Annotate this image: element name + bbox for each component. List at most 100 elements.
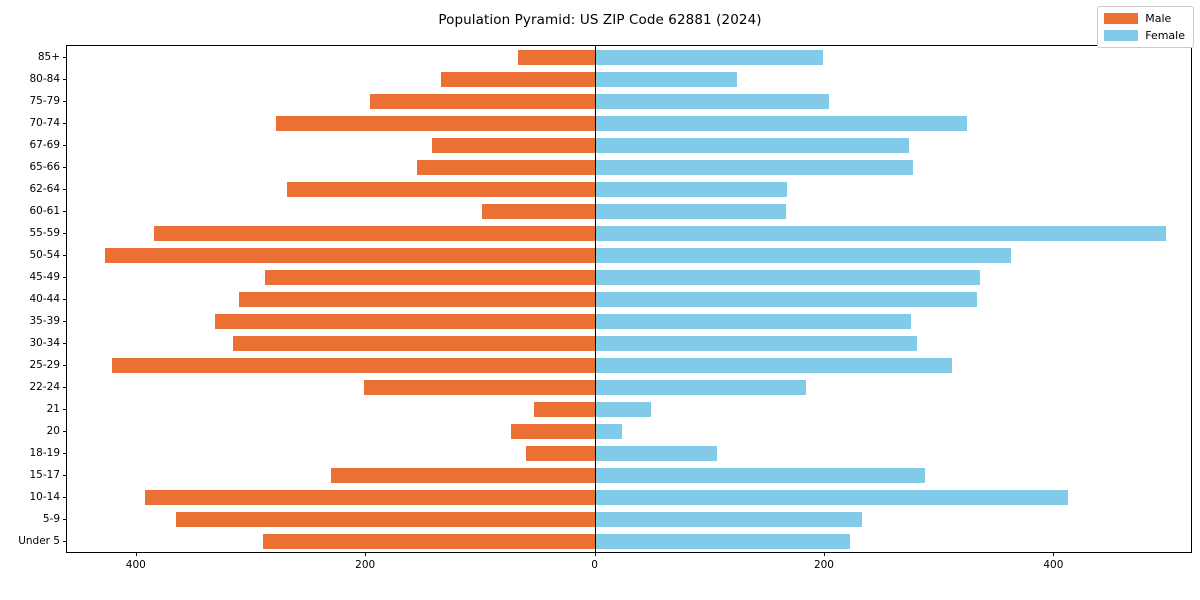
- bar-male-21: [533, 401, 595, 417]
- bar-male-5-9: [175, 511, 595, 527]
- y-axis-label: 70-74: [29, 117, 60, 129]
- bar-male-25-29: [111, 357, 595, 373]
- y-axis-label: 65-66: [29, 161, 60, 173]
- bar-male-35-39: [214, 313, 595, 329]
- tick-mark: [63, 321, 67, 322]
- bar-male-45-49: [265, 269, 595, 285]
- tick-mark: [63, 101, 67, 102]
- tick-mark: [63, 299, 67, 300]
- bar-female-75-79: [594, 93, 829, 109]
- bar-female-40-44: [594, 291, 977, 307]
- bar-female-21: [594, 401, 651, 417]
- bar-male-22-24: [364, 379, 595, 395]
- tick-mark: [63, 497, 67, 498]
- tick-mark: [135, 552, 137, 556]
- bar-female-10-14: [594, 489, 1069, 505]
- bar-female-50-54: [594, 247, 1011, 263]
- bar-male-65-66: [416, 159, 595, 175]
- legend-label-female: Female: [1145, 29, 1185, 42]
- tick-mark: [63, 167, 67, 168]
- tick-mark: [63, 519, 67, 520]
- tick-mark: [63, 343, 67, 344]
- y-axis-label: 30-34: [29, 337, 60, 349]
- bar-female-25-29: [594, 357, 953, 373]
- x-axis-label: 200: [355, 559, 376, 571]
- bar-female-85-: [594, 49, 823, 65]
- y-axis-label: 67-69: [29, 139, 60, 151]
- tick-mark: [823, 552, 825, 556]
- y-axis-label: 15-17: [29, 469, 60, 481]
- y-axis-label: 55-59: [29, 227, 60, 239]
- y-axis-label: 20: [46, 425, 60, 437]
- bar-female-5-9: [594, 511, 862, 527]
- tick-mark: [63, 431, 67, 432]
- y-axis-label: Under 5: [18, 535, 60, 547]
- x-axis-label: 400: [125, 559, 146, 571]
- y-axis-label: 35-39: [29, 315, 60, 327]
- bar-male-20: [510, 423, 595, 439]
- tick-mark: [63, 57, 67, 58]
- y-axis-label: 45-49: [29, 271, 60, 283]
- chart-title: Population Pyramid: US ZIP Code 62881 (2…: [438, 12, 762, 28]
- y-axis-label: 21: [46, 403, 60, 415]
- bar-female-70-74: [594, 115, 968, 131]
- tick-mark: [63, 453, 67, 454]
- tick-mark: [63, 189, 67, 190]
- plot-area: 85+ 80-84 75-79 70-74 67-69 65-66 62-64 60-61 55…: [18, 45, 1192, 571]
- bar-female-60-61: [594, 203, 787, 219]
- bar-male-40-44: [239, 291, 595, 307]
- y-axis-label: 50-54: [29, 249, 60, 261]
- y-axis-label: 25-29: [29, 359, 60, 371]
- tick-mark: [365, 552, 367, 556]
- legend-swatch-female: [1104, 30, 1139, 41]
- tick-mark: [63, 79, 67, 80]
- bar-male-55-59: [154, 225, 595, 241]
- legend-item-male: Male: [1104, 12, 1185, 25]
- zero-axis-line: [594, 46, 596, 552]
- tick-mark: [63, 387, 67, 388]
- bar-female-67-69: [594, 137, 909, 153]
- tick-mark: [1053, 552, 1055, 556]
- tick-mark: [63, 475, 67, 476]
- bar-female-under-5: [594, 533, 851, 549]
- tick-mark: [63, 365, 67, 366]
- tick-mark: [63, 541, 67, 542]
- bar-female-62-64: [594, 181, 788, 197]
- bar-female-65-66: [594, 159, 914, 175]
- bar-female-18-19: [594, 445, 718, 461]
- tick-mark: [594, 552, 596, 556]
- bar-female-80-84: [594, 71, 737, 87]
- bar-male-67-69: [431, 137, 595, 153]
- bar-male-75-79: [369, 93, 595, 109]
- legend-swatch-male: [1104, 13, 1139, 24]
- bar-male-15-17: [330, 467, 595, 483]
- tick-mark: [63, 233, 67, 234]
- bar-female-55-59: [594, 225, 1166, 241]
- bar-male-10-14: [144, 489, 595, 505]
- bar-female-30-34: [594, 335, 917, 351]
- y-axis-label: 10-14: [29, 491, 60, 503]
- tick-mark: [63, 255, 67, 256]
- tick-mark: [63, 409, 67, 410]
- bar-male-under-5: [263, 533, 595, 549]
- y-axis-label: 40-44: [29, 293, 60, 305]
- tick-mark: [63, 145, 67, 146]
- y-axis-label: 5-9: [42, 513, 60, 525]
- y-axis-label: 75-79: [29, 95, 60, 107]
- x-axis-label: 0: [591, 559, 598, 571]
- bar-male-62-64: [287, 181, 595, 197]
- tick-mark: [63, 277, 67, 278]
- y-axis-label: 85+: [37, 51, 60, 63]
- bar-female-20: [594, 423, 623, 439]
- chart-legend: Male Female: [1097, 6, 1194, 48]
- bar-male-70-74: [275, 115, 595, 131]
- tick-mark: [63, 211, 67, 212]
- legend-label-male: Male: [1145, 12, 1172, 25]
- bar-male-80-84: [440, 71, 595, 87]
- y-axis-label: 18-19: [29, 447, 60, 459]
- x-axis-label: 400: [1043, 559, 1064, 571]
- x-axis-label: 200: [813, 559, 834, 571]
- bar-female-45-49: [594, 269, 980, 285]
- tick-mark: [63, 123, 67, 124]
